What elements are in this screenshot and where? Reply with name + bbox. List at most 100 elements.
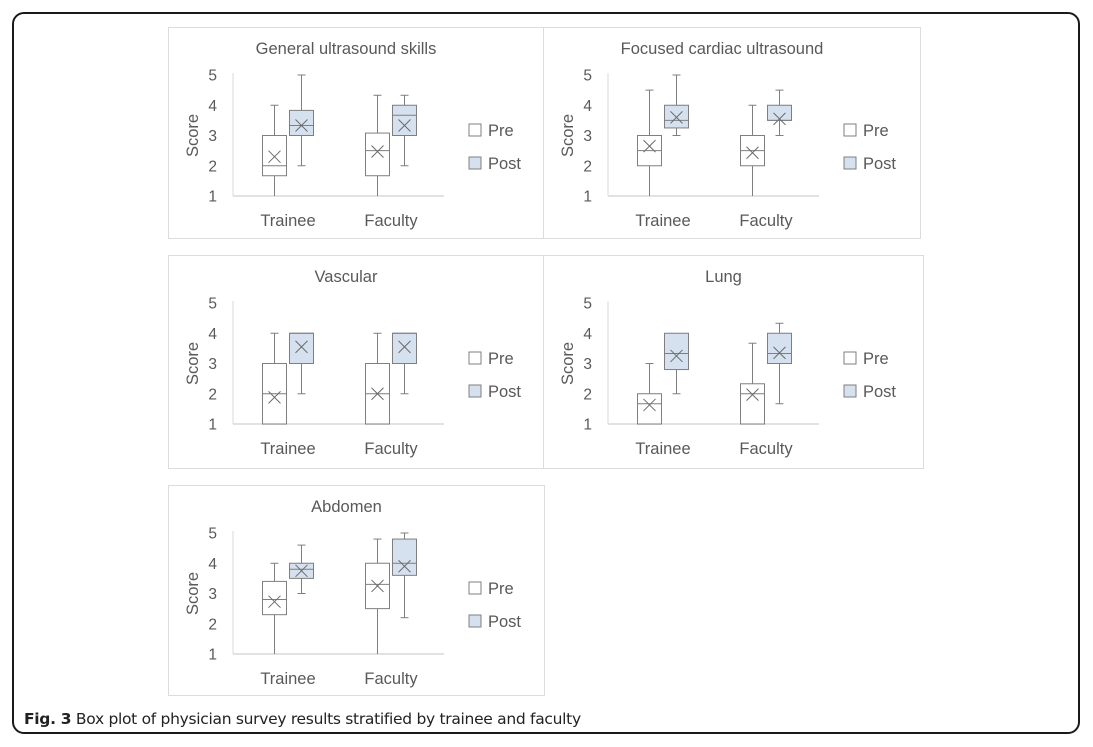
box-iqr <box>289 109 314 137</box>
x-tick-label-trainee: Trainee <box>260 212 315 230</box>
box-post-trainee <box>664 74 689 136</box>
y-tick-label: 2 <box>208 158 217 175</box>
mean-marker <box>746 146 759 160</box>
box-iqr <box>740 383 765 425</box>
box-iqr <box>392 104 417 136</box>
mean-marker <box>643 139 656 153</box>
x-tick-label-faculty: Faculty <box>364 212 418 230</box>
box-iqr <box>664 332 689 371</box>
x-tick-label-trainee: Trainee <box>260 440 315 458</box>
mean-marker <box>295 564 308 578</box>
y-axis-label: Score <box>559 114 577 157</box>
mean-marker <box>746 388 759 402</box>
x-tick-label-faculty: Faculty <box>739 440 793 458</box>
x-tick-label-faculty: Faculty <box>364 670 418 688</box>
box-post-trainee <box>289 332 314 395</box>
box-pre-trainee <box>262 104 287 196</box>
legend-label-post: Post <box>863 383 896 401</box>
y-tick-label: 4 <box>208 326 217 343</box>
y-tick-label: 3 <box>208 356 217 373</box>
y-tick-label: 1 <box>208 189 217 206</box>
chart-title: General ultrasound skills <box>256 40 437 58</box>
y-tick-label: 2 <box>583 158 592 175</box>
box-plot-svg: Focused cardiac ultrasound Score 1 2 3 4 5 Trai… <box>559 40 896 230</box>
legend-label-pre: Pre <box>488 350 514 368</box>
chart-panel-abdomen: Abdomen Score 1 2 3 4 5 Trainee Faculty Pre Post <box>168 485 545 696</box>
chart-title: Abdomen <box>311 498 382 516</box>
legend-label-pre: Pre <box>863 122 889 140</box>
y-axis-label: Score <box>184 572 202 615</box>
mean-marker <box>670 349 683 363</box>
x-tick-label-trainee: Trainee <box>635 212 690 230</box>
box-post-trainee <box>289 74 314 167</box>
mean-marker <box>268 150 281 164</box>
chart-title: Lung <box>705 268 742 286</box>
y-tick-label: 3 <box>583 356 592 373</box>
y-tick-label: 5 <box>208 296 217 313</box>
mean-marker <box>398 340 411 354</box>
mean-marker <box>371 145 384 158</box>
chart-title: Vascular <box>315 268 378 286</box>
box-plot-svg: Abdomen Score 1 2 3 4 5 Trainee Faculty Pre Post <box>184 498 521 688</box>
y-axis-label: Score <box>184 114 202 157</box>
legend-swatch-pre <box>468 123 482 137</box>
legend-swatch-post <box>468 384 482 398</box>
legend-swatch-pre <box>843 351 857 365</box>
legend-swatch-post <box>843 156 857 170</box>
legend-swatch-post <box>468 156 482 170</box>
chart-panel-lung: Lung Score 1 2 3 4 5 Trainee Faculty Pre Post <box>543 255 924 469</box>
box-pre-trainee <box>262 562 287 654</box>
y-tick-label: 3 <box>208 128 217 145</box>
y-tick-label: 5 <box>208 68 217 85</box>
mean-marker <box>398 119 411 132</box>
mean-marker <box>670 110 683 124</box>
box-iqr <box>392 538 417 576</box>
figure-frame <box>12 12 1080 734</box>
chart-title: Focused cardiac ultrasound <box>621 40 824 58</box>
box-iqr <box>392 332 417 364</box>
legend-swatch-post <box>843 384 857 398</box>
mean-marker <box>295 340 308 354</box>
box-post-faculty <box>392 532 417 619</box>
box-post-trainee <box>664 332 689 395</box>
legend-label-post: Post <box>863 155 896 173</box>
legend-swatch-pre <box>468 581 482 595</box>
box-iqr <box>637 393 662 425</box>
y-tick-label: 1 <box>208 647 217 664</box>
box-post-faculty <box>767 322 792 405</box>
box-pre-faculty <box>365 332 390 425</box>
x-tick-label-faculty: Faculty <box>739 212 793 230</box>
figure-caption-text: Box plot of physician survey results str… <box>71 710 581 728</box>
y-tick-label: 5 <box>583 68 592 85</box>
box-pre-faculty <box>365 94 390 196</box>
chart-panel-focused-cardiac: Focused cardiac ultrasound Score 1 2 3 4 5 Trai… <box>543 27 921 239</box>
chart-panel-general-ultrasound: General ultrasound skills Score 1 2 3 4 5 Train… <box>168 27 544 239</box>
box-pre-trainee <box>637 89 662 196</box>
legend-label-post: Post <box>488 613 521 631</box>
box-pre-faculty <box>740 342 765 425</box>
mean-marker <box>643 398 656 412</box>
box-pre-trainee <box>637 363 662 425</box>
y-tick-label: 4 <box>208 98 217 115</box>
y-tick-label: 1 <box>583 189 592 206</box>
y-tick-label: 1 <box>208 417 217 434</box>
box-iqr <box>365 132 390 177</box>
y-axis-label: Score <box>559 342 577 385</box>
x-tick-label-trainee: Trainee <box>260 670 315 688</box>
box-plot-svg: General ultrasound skills Score 1 2 3 4 5 Train… <box>184 40 521 230</box>
box-iqr <box>767 332 792 364</box>
figure-caption: Fig. 3 Box plot of physician survey resu… <box>24 710 581 728</box>
box-iqr <box>289 332 314 364</box>
y-tick-label: 3 <box>583 128 592 145</box>
box-iqr <box>262 580 287 616</box>
mean-marker <box>268 391 281 404</box>
mean-marker <box>268 595 281 609</box>
box-plot-svg: Vascular Score 1 2 3 4 5 Trainee Faculty Pre Post <box>184 268 521 458</box>
y-tick-label: 5 <box>583 296 592 313</box>
legend-swatch-pre <box>843 123 857 137</box>
box-plot-svg: Lung Score 1 2 3 4 5 Trainee Faculty Pre Post <box>559 268 896 458</box>
box-post-trainee <box>289 544 314 594</box>
box-post-faculty <box>767 89 792 136</box>
legend-label-pre: Pre <box>488 580 514 598</box>
legend-swatch-post <box>468 614 482 628</box>
